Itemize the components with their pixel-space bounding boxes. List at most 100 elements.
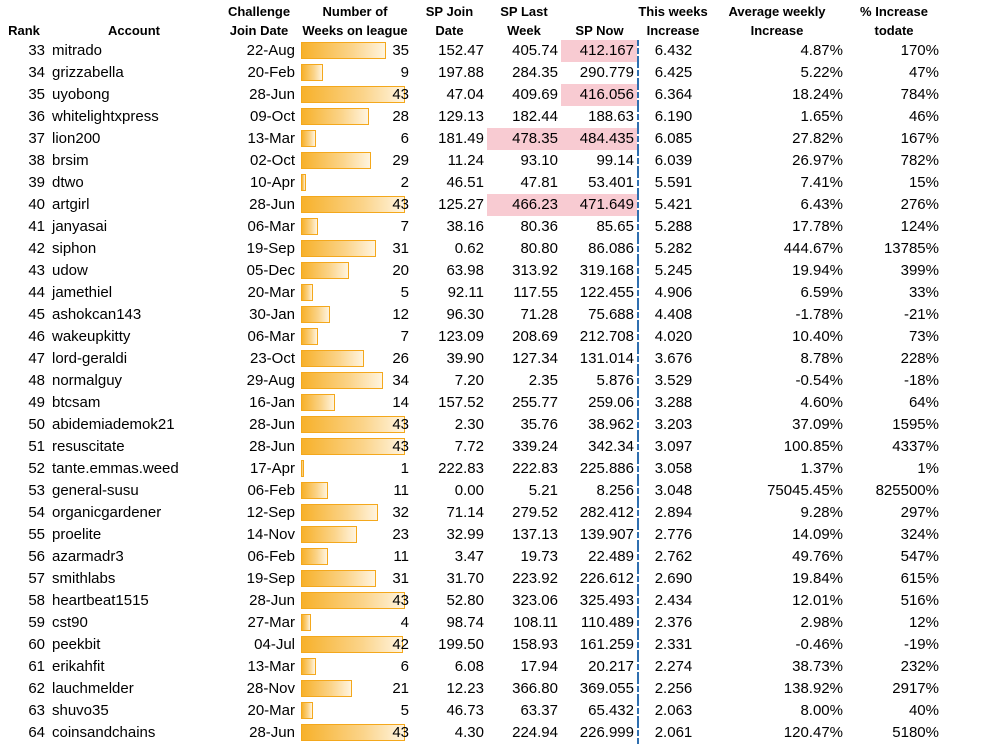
weeks-value: 11 xyxy=(393,548,409,565)
account-cell: grizzabella xyxy=(52,64,124,81)
sp-last-cell: 2.35 xyxy=(528,372,558,389)
join-date-cell: 28-Jun xyxy=(249,438,295,455)
header-account: Account xyxy=(108,23,160,38)
pct-increase-cell: 516% xyxy=(900,592,939,609)
weeks-cell: 43 xyxy=(298,194,412,216)
join-date-cell: 19-Sep xyxy=(246,240,295,257)
sp-join-cell: 46.73 xyxy=(446,702,484,719)
weeks-data-bar xyxy=(301,460,304,477)
avg-weekly-cell: 1.65% xyxy=(800,108,843,125)
weeks-value: 21 xyxy=(392,680,409,697)
this-week-cell: 2.274 xyxy=(637,656,708,678)
account-cell: uyobong xyxy=(52,86,110,103)
account-cell: whitelightxpress xyxy=(52,108,159,125)
table-row: 45 ashokcan143 30-Jan 12 96.30 71.28 75.688 4.4… xyxy=(0,304,942,326)
sp-last-cell: 35.76 xyxy=(520,416,558,433)
account-cell: lord-geraldi xyxy=(52,350,128,367)
weeks-cell: 1 xyxy=(298,458,412,480)
weeks-cell: 5 xyxy=(298,700,412,722)
rank-cell: 34 xyxy=(28,64,45,81)
header-pct-increase-top: % Increase xyxy=(860,4,928,19)
header-weeks-top: Number of xyxy=(322,4,388,19)
rank-cell: 36 xyxy=(28,108,45,125)
join-date-cell: 06-Feb xyxy=(247,482,295,499)
rank-cell: 63 xyxy=(28,702,45,719)
weeks-data-bar xyxy=(301,438,405,455)
weeks-cell: 4 xyxy=(298,612,412,634)
rank-cell: 61 xyxy=(28,658,45,675)
weeks-data-bar xyxy=(301,174,306,191)
sp-now-cell: 20.217 xyxy=(588,658,634,675)
sp-last-cell: 80.36 xyxy=(520,218,558,235)
avg-weekly-cell: 8.00% xyxy=(800,702,843,719)
header-this-week: Increase xyxy=(646,23,700,38)
sp-now-cell: 259.06 xyxy=(588,394,634,411)
pct-increase-cell: 15% xyxy=(908,174,939,191)
weeks-value: 43 xyxy=(392,724,409,741)
account-cell: organicgardener xyxy=(52,504,162,521)
join-date-cell: 28-Jun xyxy=(249,196,295,213)
avg-weekly-cell: -1.78% xyxy=(795,306,843,323)
sp-last-cell: 284.35 xyxy=(512,64,558,81)
account-cell: coinsandchains xyxy=(52,724,156,741)
weeks-data-bar xyxy=(301,108,369,125)
this-week-cell: 3.203 xyxy=(637,414,708,436)
join-date-cell: 20-Mar xyxy=(247,702,295,719)
avg-weekly-cell: 19.94% xyxy=(792,262,843,279)
account-cell: dtwo xyxy=(52,174,84,191)
rank-cell: 52 xyxy=(28,460,45,477)
weeks-data-bar xyxy=(301,306,330,323)
weeks-value: 12 xyxy=(392,306,409,323)
weeks-data-bar xyxy=(301,724,405,741)
this-week-cell: 2.063 xyxy=(637,700,708,722)
account-cell: heartbeat1515 xyxy=(52,592,149,609)
rank-cell: 45 xyxy=(28,306,45,323)
weeks-value: 43 xyxy=(392,592,409,609)
header-sp-now-top xyxy=(561,0,638,21)
weeks-value: 7 xyxy=(400,328,409,345)
sp-join-cell: 181.49 xyxy=(438,130,484,147)
header-weeks: Weeks on league xyxy=(302,23,408,38)
join-date-cell: 19-Sep xyxy=(246,570,295,587)
sp-now-cell: 139.907 xyxy=(579,526,634,543)
join-date-cell: 09-Oct xyxy=(249,108,295,125)
weeks-value: 29 xyxy=(392,152,409,169)
weeks-value: 11 xyxy=(393,482,409,499)
sp-join-cell: 71.14 xyxy=(446,504,484,521)
weeks-data-bar xyxy=(301,42,386,59)
pct-increase-cell: 782% xyxy=(900,152,939,169)
this-week-cell: 5.288 xyxy=(637,216,708,238)
avg-weekly-cell: 6.43% xyxy=(800,196,843,213)
join-date-cell: 06-Mar xyxy=(247,328,295,345)
sp-now-cell: 85.65 xyxy=(596,218,634,235)
rank-cell: 59 xyxy=(28,614,45,631)
pct-increase-cell: 40% xyxy=(908,702,939,719)
weeks-cell: 5 xyxy=(298,282,412,304)
sp-last-cell: 405.74 xyxy=(512,42,558,59)
weeks-data-bar xyxy=(301,482,328,499)
rank-cell: 60 xyxy=(28,636,45,653)
pct-increase-cell: -21% xyxy=(903,306,939,323)
sp-now-cell: 122.455 xyxy=(579,284,634,301)
table-row: 38 brsim 02-Oct 29 11.24 93.10 99.14 6.039 26.97… xyxy=(0,150,942,172)
join-date-cell: 28-Jun xyxy=(249,592,295,609)
header-account-top xyxy=(48,0,220,21)
rank-cell: 40 xyxy=(28,196,45,213)
table-row: 42 siphon 19-Sep 31 0.62 80.80 86.086 5.282 444.… xyxy=(0,238,942,260)
this-week-cell: 6.085 xyxy=(637,128,708,150)
join-date-cell: 28-Jun xyxy=(249,724,295,741)
sp-join-cell: 12.23 xyxy=(446,680,484,697)
sp-join-cell: 11.24 xyxy=(447,152,484,169)
join-date-cell: 28-Jun xyxy=(249,86,295,103)
this-week-cell: 2.256 xyxy=(637,678,708,700)
weeks-value: 6 xyxy=(400,658,409,675)
weeks-data-bar xyxy=(301,548,328,565)
table-row: 37 lion200 13-Mar 6 181.49 478.35 484.435 6.085… xyxy=(0,128,942,150)
sp-now-cell: 471.649 xyxy=(561,194,638,216)
rank-cell: 49 xyxy=(28,394,45,411)
account-cell: shuvo35 xyxy=(52,702,109,719)
this-week-cell: 2.690 xyxy=(637,568,708,590)
weeks-value: 43 xyxy=(392,196,409,213)
this-week-cell: 4.906 xyxy=(637,282,708,304)
pct-increase-cell: 2917% xyxy=(892,680,939,697)
